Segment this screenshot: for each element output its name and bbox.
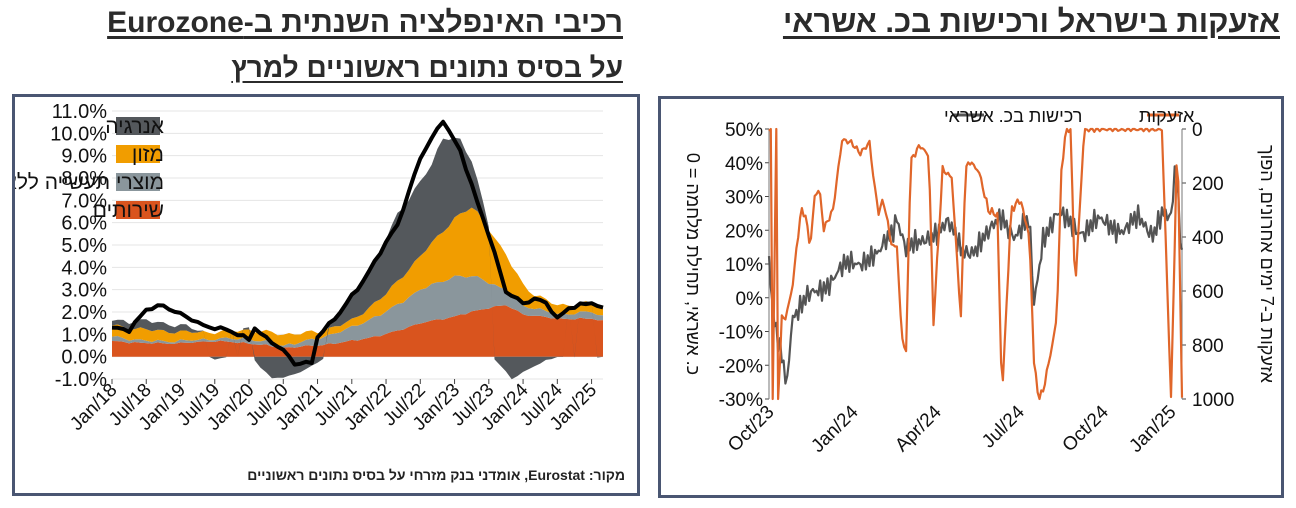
x-tick-label: Jul/24 [978, 401, 1029, 452]
y-tick-label: 8.0% [61, 168, 107, 190]
area-series-3 [112, 207, 603, 346]
y-left-tick-label: 0% [736, 289, 764, 310]
legend-swatch [116, 117, 160, 135]
y-tick-label: 5.0% [61, 235, 107, 257]
y-tick-label: 11.0% [52, 101, 107, 123]
y-left-axis-title: כ. אשראי, תחילת מלחמה = 0 [683, 153, 703, 375]
y-tick-label: 0.0% [61, 347, 107, 369]
x-tick-label: Apr/24 [891, 401, 946, 456]
y-tick-label: -1.0% [55, 369, 107, 391]
legend-label: רכישות בכ. אשראי [944, 106, 1082, 126]
y-tick-label: 9.0% [61, 146, 107, 168]
y-left-tick-label: 30% [725, 188, 763, 209]
area-series-2 [112, 275, 603, 348]
legend-swatch [116, 201, 160, 219]
right-chart-title: אזעקות בישראל ורכישות בכ. אשראי [782, 4, 1280, 39]
legend-label: מזון [132, 143, 164, 166]
y-right-tick-label: 800 [1192, 336, 1224, 357]
y-right-axis-title: אזעקות ב-7 ימים אחרונים, הפוך [1257, 145, 1277, 384]
legend-swatch [116, 145, 160, 163]
y-right-tick-label: 0 [1192, 120, 1203, 141]
y-right-tick-label: 1000 [1192, 390, 1234, 411]
inflation-chart-panel: -1.0% 0.0% 1.0% 2.0% 3.0% 4.0% 5.0% 6.0% 7.0% 8.0… [0, 94, 640, 496]
y-tick-label: 1.0% [61, 324, 107, 346]
legend-swatch [116, 173, 160, 191]
y-left-tick-label: 50% [725, 120, 763, 141]
y-right-tick-label: 200 [1192, 174, 1224, 195]
legend-label: שירותים [93, 199, 164, 222]
y-left-tick-label: -30% [719, 390, 763, 411]
y-right-tick-label: 600 [1192, 282, 1224, 303]
alarms-credit-chart: 50% 40% 30% 20% 10% 0% -10% -20% -30% 0 200 400 600 8… [683, 106, 1277, 457]
x-tick-label: Oct/24 [1059, 401, 1114, 456]
inflation-chart: -1.0%0.0%1.0%2.0%3.0%4.0%5.0%6.0%7.0%8.0… [0, 101, 604, 435]
left-chart-subtitle: על בסיס נתונים ראשוניים למרץ [231, 52, 623, 83]
total-inflation-line [111, 119, 604, 367]
y-tick-label: 2.0% [61, 302, 107, 324]
y-right-tick-label: 400 [1192, 228, 1224, 249]
alarms-chart-panel: 50% 40% 30% 20% 10% 0% -10% -20% -30% 0 200 400 600 8… [658, 96, 1284, 498]
x-tick-label: Jan/25 [1125, 402, 1180, 457]
y-tick-label: 6.0% [61, 213, 107, 235]
credit-purchases-line [767, 165, 1184, 385]
legend-label: מוצרי תעשייה ללא אנרגיה [15, 171, 164, 194]
y-left-tick-label: 10% [725, 255, 763, 276]
alarms-line [768, 127, 1184, 401]
legend-label: אנרגיה [105, 115, 164, 138]
y-left-tick-label: -10% [719, 323, 763, 344]
chart-source-note: מקור: Eurostat, אומדני בנק מזרחי על בסיס… [247, 467, 625, 483]
y-left-tick-label: 20% [725, 221, 763, 242]
y-tick-label: 4.0% [61, 257, 107, 279]
y-tick-label: 7.0% [61, 190, 107, 212]
left-chart-title: רכיבי האינפלציה השנתית ב-Eurozone [107, 6, 623, 39]
x-tick-label: Jan/24 [807, 401, 862, 456]
legend-label: אזעקות [1139, 106, 1195, 126]
area-series-4 [112, 137, 603, 380]
y-tick-label: 3.0% [61, 280, 107, 302]
y-tick-label: 10.0% [50, 123, 107, 145]
y-left-tick-label: 40% [725, 154, 763, 175]
y-left-tick-label: -20% [719, 356, 763, 377]
